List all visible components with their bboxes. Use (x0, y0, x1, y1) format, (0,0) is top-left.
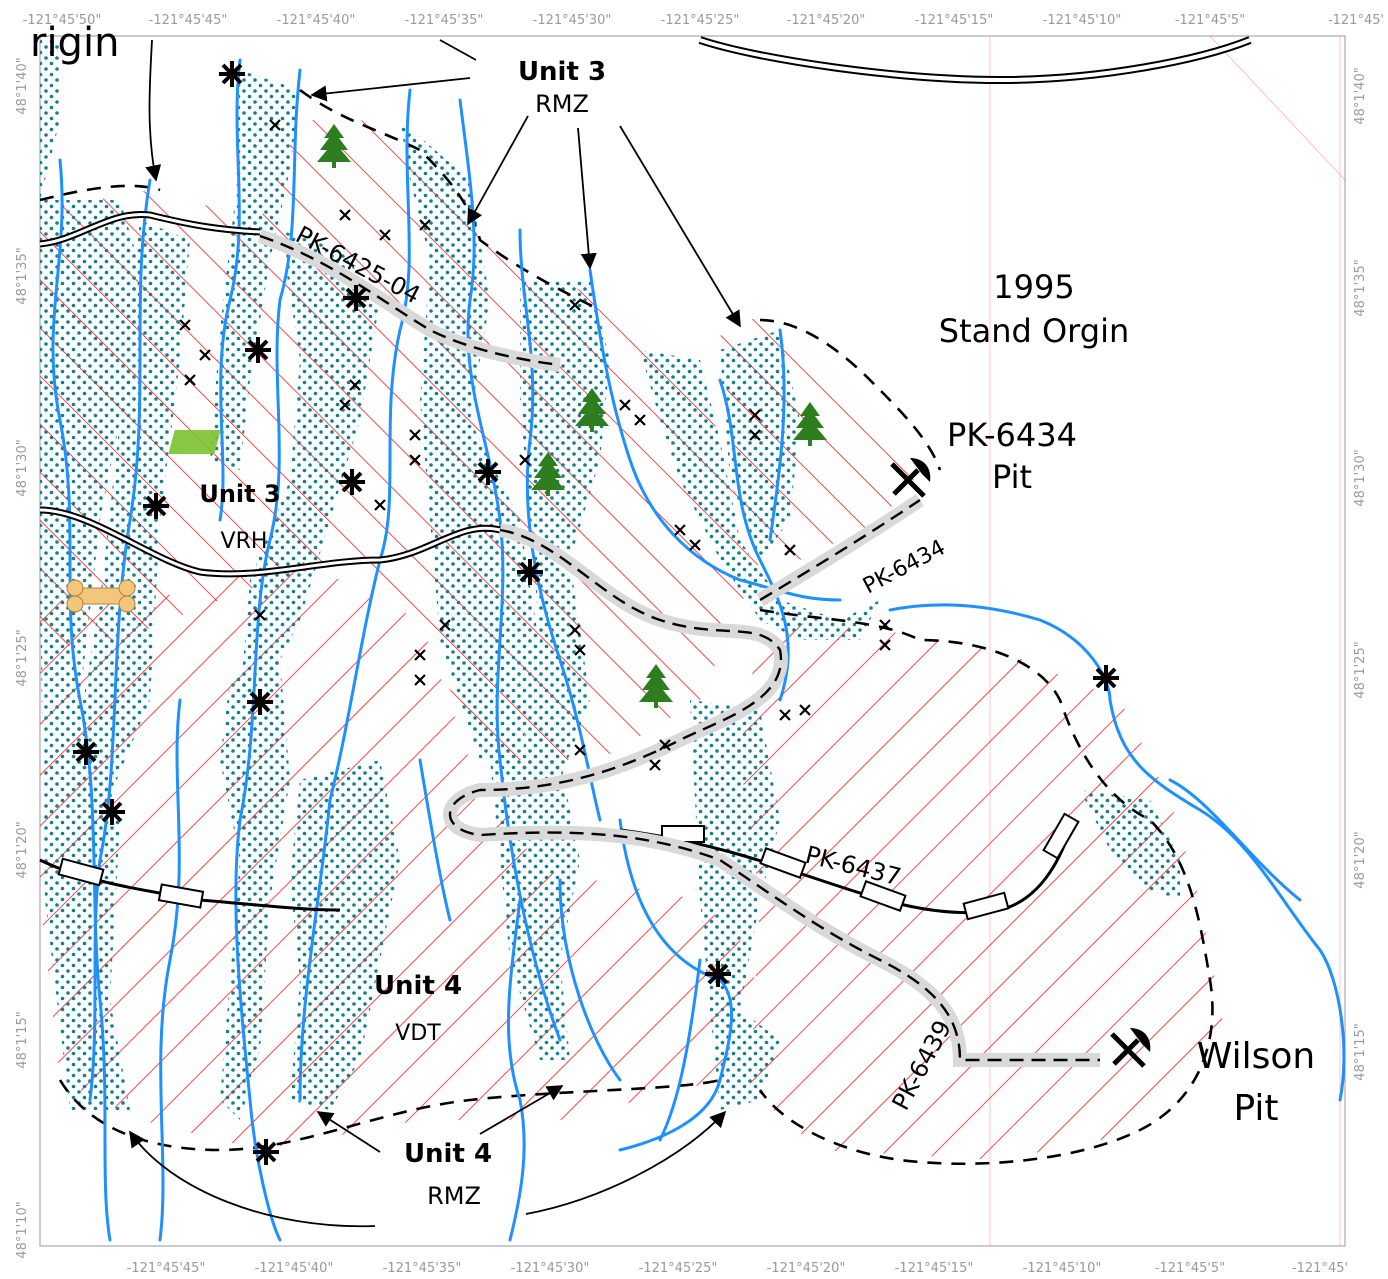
pit-6434-name: PK-6434 (947, 416, 1077, 454)
tick-label: 48°1'10" (15, 1201, 30, 1258)
tick-label: -121°45'35" (383, 1261, 462, 1276)
tick-label: -121°45'10" (1023, 1261, 1102, 1276)
tick-label: 48°1'25" (15, 629, 30, 686)
tick-label: -121°45'10" (1043, 13, 1122, 28)
tick-label: 48°1'35" (1353, 259, 1368, 316)
tick-label: -121°45'15" (915, 13, 994, 28)
unit4-rmz-unit: Unit 4 (404, 1139, 492, 1169)
unit3-rmz-unit: Unit 3 (518, 57, 606, 87)
wilson-unit-polygon (740, 620, 1230, 1160)
tick-label: 48°1'25" (1353, 641, 1368, 698)
unit4-rmz-type: RMZ (427, 1182, 481, 1210)
tick-label: -121°45'30" (511, 1261, 590, 1276)
left-tick-labels: 48°1'40" 48°1'35" 48°1'30" 48°1'25" 48°1… (15, 57, 30, 1258)
wetland-icon (168, 430, 221, 454)
unit3-vrh-unit: Unit 3 (199, 480, 280, 508)
callout-arrows (129, 39, 741, 1228)
roads-proposed (257, 229, 1100, 1068)
cross-features (179, 119, 891, 771)
tick-label: -121°45'40" (277, 13, 356, 28)
tick-label: 48°1'20" (15, 821, 30, 878)
road-label-pk6434: PK-6434 (859, 535, 950, 599)
tick-label: 48°1'15" (1353, 1023, 1368, 1080)
unit4-vdt-type: VDT (395, 1021, 441, 1046)
tick-label: -121°45'45" (149, 13, 228, 28)
tick-label: -121°45' (1328, 13, 1384, 28)
top-tick-labels: -121°45'50" -121°45'45" -121°45'40" -121… (23, 13, 1384, 28)
unit3-rmz-type: RMZ (535, 90, 589, 118)
tick-label: -121°45'40" (255, 1261, 334, 1276)
tick-label: 48°1'40" (1353, 67, 1368, 124)
right-tick-labels: 48°1'40" 48°1'35" 48°1'30" 48°1'25" 48°1… (1353, 67, 1368, 1080)
unit-polygons (40, 120, 1230, 1160)
tick-label: -121°45'20" (767, 1261, 846, 1276)
pit-6434-type: Pit (992, 458, 1032, 496)
unit3-vrh-type: VRH (221, 529, 268, 554)
tick-label: 48°1'30" (1353, 449, 1368, 506)
tick-label: -121°45'5" (1155, 1261, 1225, 1276)
tick-label: 48°1'40" (15, 57, 30, 114)
tick-label: -121°45'25" (639, 1261, 718, 1276)
stand-origin-year: 1995 (993, 268, 1074, 306)
bone-culvert-icon (66, 579, 136, 613)
tick-label: -121°45'30" (533, 13, 612, 28)
tick-label: -121°45' (1292, 1261, 1348, 1276)
bottom-tick-labels: -121°45'45" -121°45'40" -121°45'35" -121… (127, 1261, 1348, 1276)
tick-label: 48°1'15" (15, 1011, 30, 1068)
tick-label: -121°45'20" (787, 13, 866, 28)
tick-label: 48°1'30" (15, 439, 30, 496)
tick-label: -121°45'50" (23, 13, 102, 28)
tick-label: 48°1'20" (1353, 831, 1368, 888)
partial-label: rigin (30, 20, 119, 66)
wilson-pit-type: Pit (1233, 1088, 1278, 1129)
unit4-vdt-unit: Unit 4 (374, 971, 462, 1001)
tick-label: -121°45'15" (895, 1261, 974, 1276)
tick-label: -121°45'35" (405, 13, 484, 28)
tick-label: 48°1'35" (15, 247, 30, 304)
tick-label: -121°45'5" (1175, 13, 1245, 28)
tick-label: -121°45'25" (661, 13, 740, 28)
culvert-markers (57, 812, 1080, 921)
wilson-pit-name: Wilson (1197, 1036, 1315, 1077)
stand-origin-text: Stand Orgin (939, 312, 1130, 350)
roads-existing (39, 36, 1252, 915)
tick-label: -121°45'45" (127, 1261, 206, 1276)
